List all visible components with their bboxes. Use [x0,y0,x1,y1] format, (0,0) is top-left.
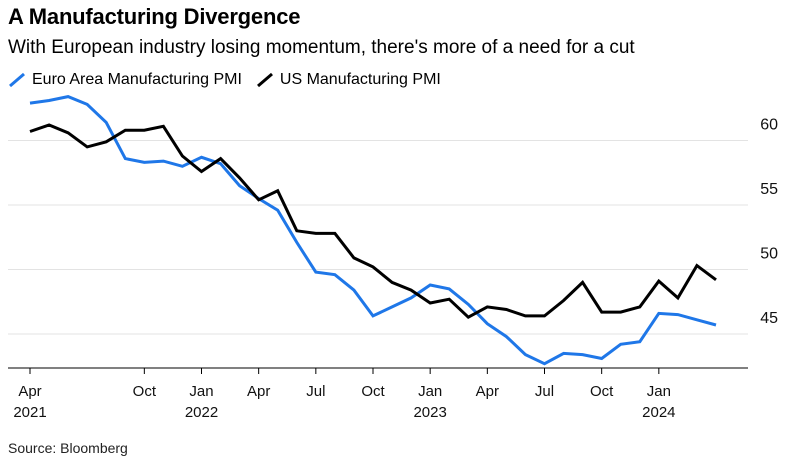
x-tick-year-2022-01: 2022 [185,404,218,421]
legend-item-euro: Euro Area Manufacturing PMI [8,71,242,89]
series-line-euro-area-pmi [29,95,717,366]
legend-swatch-us [256,72,273,88]
chart-title: A Manufacturing Divergence [8,4,301,29]
x-tick-label-2022-07: Jul [306,383,325,400]
x-tick-label-2024-01: Jan [647,383,671,400]
y-tick-label-60: 60 [760,117,778,134]
legend-label-us: US Manufacturing PMI [279,71,441,88]
x-tick-label-2023-10: Oct [590,383,614,400]
x-tick-year-2023-01: 2023 [413,404,446,421]
source-note: Source: Bloomberg [8,440,128,456]
x-tick-year-2021-04: 2021 [13,404,46,421]
y-tick-label-45: 45 [760,310,778,327]
legend: Euro Area Manufacturing PMI US Manufactu… [8,71,455,89]
x-tick-label-2023-07: Jul [535,383,554,400]
x-tick-label-2023-01: Jan [418,383,442,400]
x-tick-label-2022-01: Jan [189,383,213,400]
x-tick-label-2023-04: Apr [476,383,499,400]
legend-swatch-euro [9,72,25,88]
legend-item-us: US Manufacturing PMI [256,71,441,89]
x-tick-label-2021-10: Oct [133,383,157,400]
series-line-us-pmi [29,123,717,320]
legend-label-euro: Euro Area Manufacturing PMI [32,71,242,88]
x-tick-year-2024-01: 2024 [642,404,675,421]
chart-subtitle: With European industry losing momentum, … [8,37,635,58]
y-tick-label-50: 50 [760,246,778,263]
x-tick-label-2021-04: Apr [18,383,41,400]
y-tick-label-55: 55 [760,181,778,198]
x-tick-label-2022-10: Oct [361,383,385,400]
x-tick-label-2022-04: Apr [247,383,270,400]
